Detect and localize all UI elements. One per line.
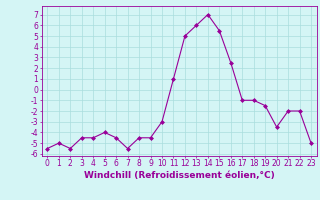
X-axis label: Windchill (Refroidissement éolien,°C): Windchill (Refroidissement éolien,°C) [84,171,275,180]
